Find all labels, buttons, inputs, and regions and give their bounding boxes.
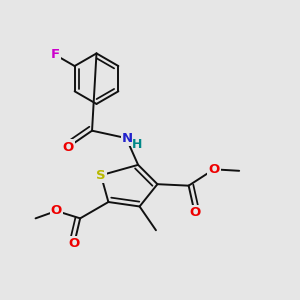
Text: N: N (122, 132, 133, 145)
Text: S: S (96, 169, 106, 182)
Text: O: O (51, 204, 62, 218)
Text: O: O (63, 140, 74, 154)
Text: O: O (69, 237, 80, 250)
Text: F: F (51, 48, 60, 62)
Text: O: O (189, 206, 200, 219)
Text: H: H (132, 138, 143, 151)
Text: O: O (208, 163, 220, 176)
